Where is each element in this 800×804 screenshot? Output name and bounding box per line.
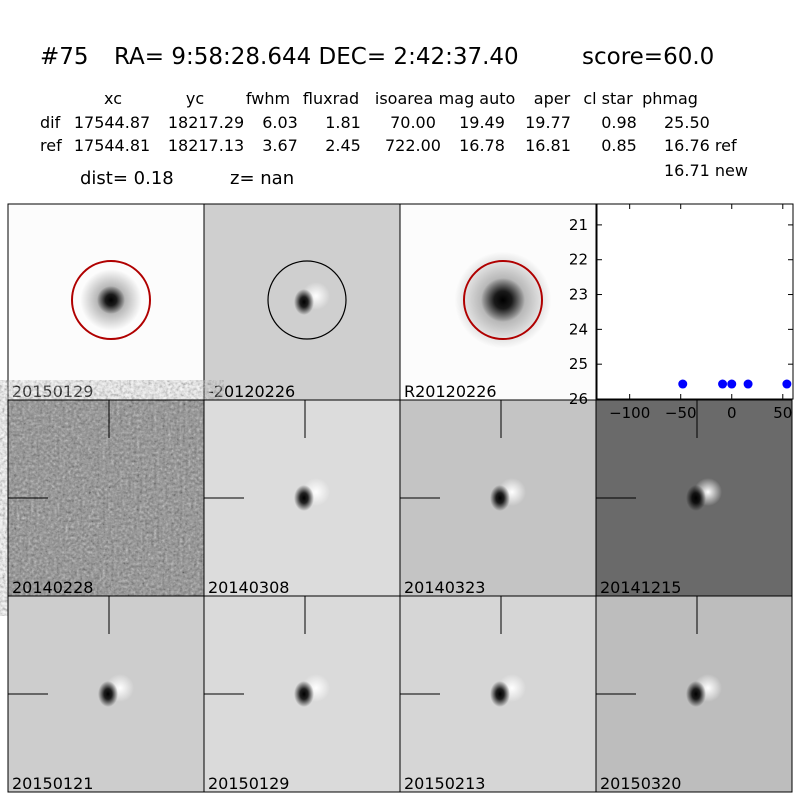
source (97, 286, 125, 314)
stamp-label: 20140308 (208, 578, 289, 597)
stamp: R20120226 (399, 203, 597, 401)
table-cell: 19.49 (459, 113, 505, 132)
table-cell: 70.00 (390, 113, 436, 132)
data-point (718, 379, 728, 389)
y-tick-label: 26 (569, 390, 588, 408)
column-header: aper (534, 89, 571, 108)
y-tick-label: 21 (569, 216, 588, 234)
residual-dark (490, 485, 510, 511)
table-cell: 25.50 (664, 113, 710, 132)
table-cell: 6.03 (262, 113, 298, 132)
table-cell: 16.76 ref (664, 136, 737, 155)
phmag-new: 16.71 new (664, 161, 748, 180)
stamp-label: 20150213 (404, 774, 485, 793)
y-tick-label: 25 (569, 355, 588, 373)
table-cell: 17544.87 (74, 113, 150, 132)
stamp: 20140228 (7, 399, 205, 597)
row-label: dif (40, 113, 61, 132)
table-cell: 16.78 (459, 136, 505, 155)
coordinates: RA= 9:58:28.644 DEC= 2:42:37.40 (114, 44, 519, 70)
score: score=60.0 (582, 44, 714, 70)
table-cell: 0.85 (601, 136, 637, 155)
data-point (782, 379, 792, 389)
plot-area (596, 203, 794, 400)
source (481, 278, 525, 322)
column-header: yc (186, 89, 204, 108)
stamp-label: R20120226 (404, 382, 497, 401)
column-header: fluxrad (303, 89, 359, 108)
stamp: 20150129 (7, 203, 205, 401)
column-header: cl star (583, 89, 633, 108)
column-header: isoarea (375, 89, 433, 108)
residual-dark (294, 289, 314, 315)
stamp-label: 20150121 (12, 774, 93, 793)
aperture (267, 260, 347, 340)
x-tick-label: −100 (609, 404, 650, 422)
table-cell: 2.45 (325, 136, 361, 155)
data-point (743, 379, 753, 389)
x-tick-label: −50 (665, 404, 697, 422)
stamp: 20140323 (399, 399, 597, 597)
aperture (71, 260, 151, 340)
residual-dark (686, 681, 706, 707)
aperture (463, 260, 543, 340)
column-header: mag auto (439, 89, 516, 108)
table-cell: 3.67 (262, 136, 298, 155)
stamp-label: 20141215 (600, 578, 681, 597)
stamp: 20141215 (595, 399, 793, 597)
column-header: phmag (642, 89, 698, 108)
x-tick-label: 0 (727, 404, 737, 422)
dist: dist= 0.18 (80, 168, 174, 189)
residual-dark (98, 681, 118, 707)
table-cell: 18217.29 (168, 113, 244, 132)
row-label: ref (40, 136, 62, 155)
table-cell: 16.81 (525, 136, 571, 155)
residual-dark (294, 681, 314, 707)
stamp: 20150121 (7, 595, 205, 793)
table-cell: 1.81 (325, 113, 361, 132)
y-tick-label: 23 (569, 286, 588, 304)
residual-dark (490, 681, 510, 707)
stamp: 20140308 (203, 399, 401, 597)
redshift: z= nan (230, 168, 294, 189)
stamp: 20150129 (203, 595, 401, 793)
data-point (678, 379, 688, 389)
residual-dark (294, 485, 314, 511)
stamp: -20120226 (203, 203, 401, 401)
stamp-label: 20140228 (12, 578, 93, 597)
stamp-label: 20140323 (404, 578, 485, 597)
column-header: fwhm (246, 89, 290, 108)
stamp-label: 20150129 (208, 774, 289, 793)
x-tick-label: 50 (773, 404, 792, 422)
stamp-label: -20120226 (208, 382, 295, 401)
y-tick-label: 24 (569, 320, 588, 338)
data-point (727, 379, 737, 389)
stamp: 20150213 (399, 595, 597, 793)
y-tick-label: 22 (569, 251, 588, 269)
stamp-border (595, 595, 793, 793)
table-cell: 0.98 (601, 113, 637, 132)
object-id: #75 (40, 44, 89, 70)
stamp-label: 20150129 (12, 382, 93, 401)
table-cell: 18217.13 (168, 136, 244, 155)
table-cell: 17544.81 (74, 136, 150, 155)
table-cell: 722.00 (385, 136, 441, 155)
table-cell: 19.77 (525, 113, 571, 132)
stamp-label: 20150320 (600, 774, 681, 793)
stamp: 20150320 (595, 595, 793, 793)
residual-dark (686, 485, 706, 511)
column-header: xc (104, 89, 122, 108)
